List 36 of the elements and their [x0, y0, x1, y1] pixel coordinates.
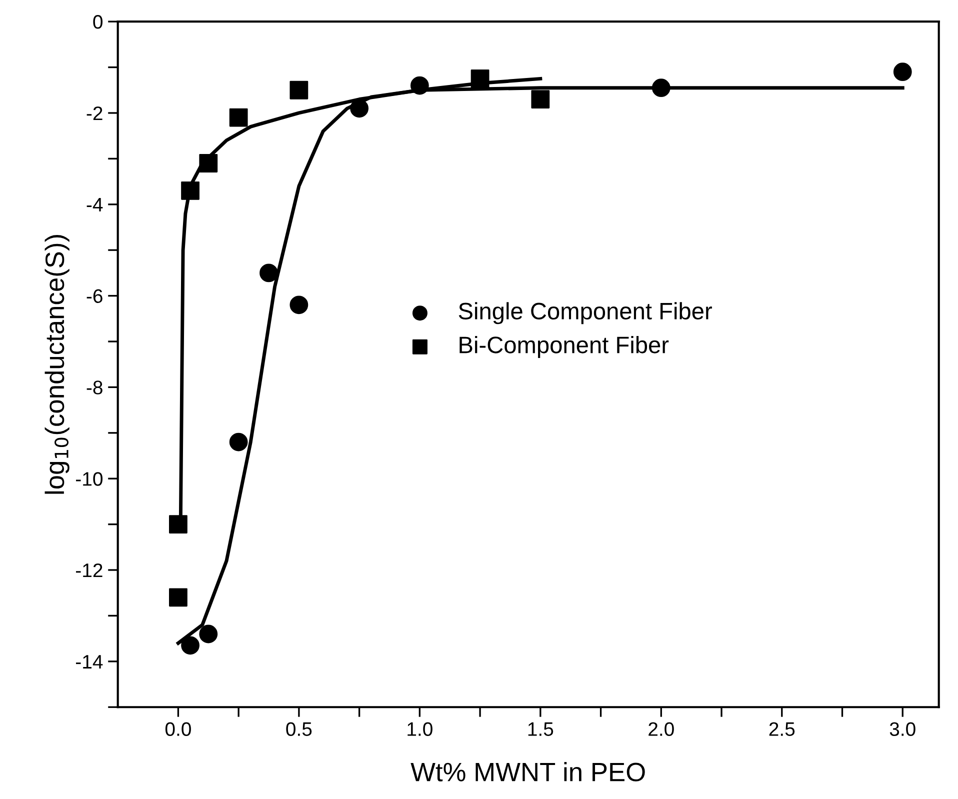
point: [181, 181, 200, 200]
point: [199, 624, 218, 644]
x-tick-label: 0.0: [165, 722, 191, 736]
point: [181, 636, 200, 655]
legend-label: Single Component Fiber: [458, 302, 712, 324]
x-tick-label: 0.5: [286, 722, 312, 736]
point: [470, 70, 490, 88]
x-tick-label: 2.0: [648, 722, 674, 736]
point: [199, 154, 218, 172]
point: [410, 76, 429, 95]
point: [893, 62, 912, 82]
point: [350, 99, 369, 118]
point: [290, 296, 308, 314]
y-tick-label: -2: [86, 106, 102, 120]
y-axis-title: log$_{10}$(conductance(S)): [44, 235, 70, 494]
y-tick-label: -10: [76, 472, 102, 486]
point: [169, 588, 188, 607]
point: [229, 108, 248, 127]
point: [290, 80, 308, 100]
y-tick-label: 0: [93, 15, 102, 29]
y-tick-label: -12: [76, 563, 102, 578]
x-tick-label: 1.0: [408, 722, 432, 736]
point: [652, 78, 670, 98]
point: [229, 432, 248, 452]
point: [531, 90, 550, 108]
point: [260, 264, 278, 282]
legend-label: Bi-Component Fiber: [460, 336, 669, 358]
y-tick-label: -8: [86, 380, 102, 394]
x-tick-label: 3.0: [890, 722, 916, 736]
y-tick-label: -6: [86, 289, 102, 304]
y-tick-label: -4: [86, 198, 103, 212]
x-tick-label: 2.5: [769, 722, 795, 736]
x-axis-title: Wt% MWNT in PEO: [410, 762, 645, 782]
point: [169, 515, 188, 534]
y-tick-label: -14: [76, 655, 103, 668]
x-tick-label: 1.5: [528, 722, 554, 736]
